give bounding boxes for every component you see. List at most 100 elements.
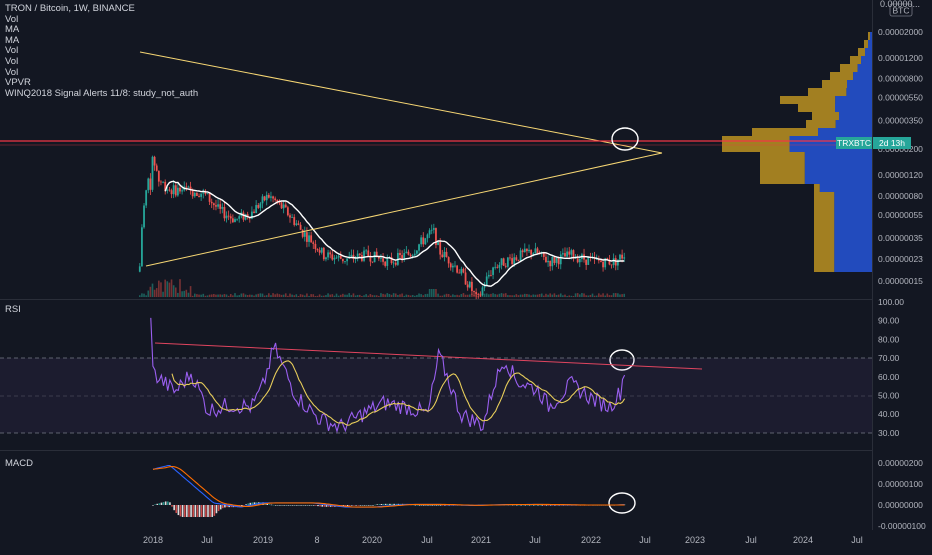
vp-row-volume-up (857, 64, 872, 72)
indicator-vol-1[interactable]: Vol (5, 13, 19, 25)
vp-row-volume-down (814, 224, 835, 232)
macd-tick-label: 0.00000100 (878, 479, 923, 489)
candle-body (306, 232, 308, 242)
macd-hist-bar (164, 501, 167, 505)
volume-bar (426, 293, 429, 297)
candle-body (496, 266, 499, 268)
candle-body (147, 178, 150, 191)
candle-body (464, 272, 467, 285)
macd-scale[interactable]: 0.00000200 0.00000100 0.00000000 -0.0000010… (878, 458, 926, 531)
volume-bar (295, 294, 298, 297)
candle-body (356, 253, 359, 259)
lower-trendline[interactable] (145, 152, 663, 267)
macd-hist-bar (528, 504, 531, 506)
volume-bar (447, 293, 450, 297)
volume-bar (306, 293, 308, 297)
candle-body (299, 224, 302, 230)
macd-hist-bar (448, 505, 450, 506)
upper-trendline[interactable] (139, 51, 663, 154)
rsi-scale[interactable]: 100.00 90.00 80.00 70.00 60.00 50.00 40.00 30.0… (878, 297, 904, 438)
macd-pane-label[interactable]: MACD (5, 458, 33, 469)
volume-bar (606, 293, 609, 297)
volume-bar (485, 293, 488, 297)
indicator-vol-3[interactable]: Vol (5, 55, 19, 67)
vp-row-volume-down (814, 200, 835, 208)
macd-hist-bar (228, 505, 230, 508)
vp-row-volume-up (818, 128, 872, 136)
rsi-trendline[interactable] (154, 342, 703, 370)
macd-hist-bar (152, 505, 154, 506)
candle-body (614, 258, 617, 266)
candle-body (568, 251, 571, 255)
candle-body (456, 265, 459, 273)
symbol-tag[interactable]: TRXBTC (837, 138, 871, 148)
volume-bar (598, 293, 600, 297)
indicator-vol-2[interactable]: Vol (5, 45, 19, 57)
macd-hist-bar (274, 505, 277, 506)
volume-bar (308, 295, 310, 297)
volume-bar (441, 295, 444, 297)
volume-bar (593, 295, 596, 297)
volume-bar (139, 295, 141, 297)
macd-hist-bar (296, 505, 298, 506)
volume-bar (359, 294, 361, 297)
macd-hist-bar (391, 503, 393, 505)
volume-bar (318, 294, 321, 297)
candle-body (157, 170, 160, 182)
macd-hist-bar (186, 505, 188, 517)
macd-hist-bar (209, 505, 211, 517)
candle-body (564, 253, 566, 257)
candle-body (371, 261, 374, 263)
indicator-vol-4[interactable]: Vol (5, 66, 19, 78)
indicator-winq-signal[interactable]: WINQ2018 Signal Alerts 11/8: study_not_a… (5, 87, 199, 99)
candle-body (322, 247, 325, 260)
vp-row-volume-up (868, 40, 872, 48)
indicator-vpvr[interactable]: VPVR (5, 77, 31, 89)
volume-bar (587, 295, 590, 297)
volume-bar (481, 295, 484, 297)
time-axis[interactable]: 2018 Jul 2019 8 2020 Jul 2021 Jul 2022 Jul 2023 Jul… (143, 535, 863, 545)
candle-body (570, 250, 573, 255)
macd-hist-bar (207, 505, 209, 517)
indicator-ma-1[interactable]: MA (5, 24, 20, 36)
macd-hist-bar (198, 505, 201, 517)
volume-bar (576, 293, 579, 297)
volume-bar (268, 293, 270, 297)
volume-bar (610, 295, 613, 297)
macd-hist-bar (251, 502, 254, 505)
candle-body (504, 265, 507, 267)
candle-body (185, 186, 188, 188)
macd-tick-label: -0.00000100 (878, 521, 926, 531)
candle-body (267, 194, 270, 198)
volume-bar (521, 294, 524, 297)
time-tick-label: Jul (529, 535, 541, 545)
volume-bar (198, 294, 200, 297)
volume-bar (356, 294, 359, 297)
price-tick-label: 0.00000550 (878, 93, 923, 103)
candle-body (244, 214, 247, 220)
candle-body (487, 274, 490, 277)
candle-body (380, 258, 382, 259)
candle-body (616, 259, 619, 266)
volume-bar (369, 294, 372, 297)
symbol-title[interactable]: TRON / Bitcoin, 1W, BINANCE (5, 3, 135, 14)
volume-bar (589, 294, 592, 297)
macd-hist-bar (393, 503, 395, 505)
indicator-ma-2[interactable]: MA (5, 34, 20, 46)
price-scale[interactable]: 0.00002000 0.00001200 0.00000800 0.00000550… (878, 27, 923, 286)
volume-bar (153, 289, 156, 297)
candle-body (483, 285, 486, 288)
volume-bar (314, 295, 317, 297)
volume-bar (293, 295, 296, 297)
macd-hist-bar (167, 501, 169, 505)
rsi-pane-label[interactable]: RSI (5, 304, 21, 315)
macd-line (152, 464, 625, 508)
macd-hist-bar (535, 504, 537, 506)
volume-bar (151, 283, 154, 297)
volume-bar (320, 295, 323, 297)
vp-row-volume-up (834, 256, 872, 264)
candle-body (316, 248, 319, 251)
candle-body (297, 223, 300, 225)
rsi-tick-label: 80.00 (878, 334, 900, 344)
